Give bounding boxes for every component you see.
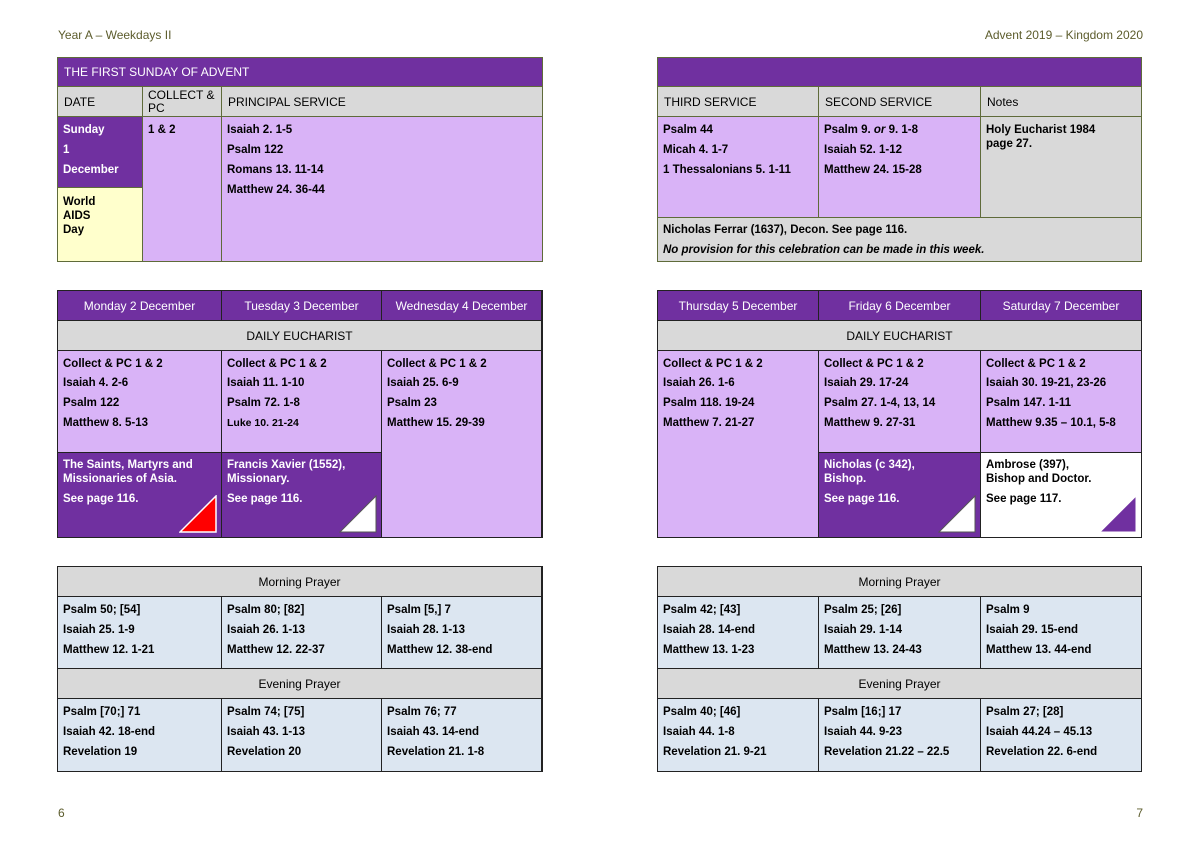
day-heading: Tuesday 3 December [244, 298, 359, 313]
readings-cell: Collect & PC 1 & 2 Isaiah 29. 17-24 Psal… [818, 350, 981, 453]
readings-cell: Collect & PC 1 & 2 Isaiah 4. 2-6 Psalm 1… [57, 350, 222, 453]
evening-prayer-label: Evening Prayer [858, 676, 941, 691]
saint-cell: The Saints, Martyrs and Missionaries of … [57, 452, 222, 538]
saint-cell: Ambrose (397), Bishop and Doctor. See pa… [980, 452, 1142, 538]
section-label: DAILY EUCHARIST [246, 328, 353, 343]
morning-cell: Psalm 50; [54] Isaiah 25. 1-9 Matthew 12… [57, 596, 222, 669]
sunday-footer-note: Nicholas Ferrar (1637), Decon. See page … [657, 217, 1142, 262]
red-corner-marker-icon [179, 495, 217, 533]
col-header-second: SECOND SERVICE [818, 86, 981, 117]
col-header-date: DATE [57, 86, 143, 117]
col-header-third: THIRD SERVICE [657, 86, 819, 117]
col-header-principal: PRINCIPAL SERVICE [221, 86, 543, 117]
sunday-title: THE FIRST SUNDAY OF ADVENT [64, 65, 250, 79]
evening-cell: Psalm 27; [28] Isaiah 44.24 – 45.13 Reve… [980, 698, 1142, 772]
sunday-third-cell: Psalm 44 Micah 4. 1-7 1 Thessalonians 5.… [657, 116, 819, 218]
running-header-left: Year A – Weekdays II [58, 28, 172, 42]
evening-cell: Psalm [16;] 17 Isaiah 44. 9-23 Revelatio… [818, 698, 981, 772]
section-label: DAILY EUCHARIST [846, 328, 953, 343]
col-header-notes: Notes [980, 86, 1142, 117]
office-table-left: Morning Prayer Psalm 50; [54] Isaiah 25.… [57, 566, 543, 772]
sunday-collect-cell: 1 & 2 [142, 116, 222, 262]
readings-cell: Collect & PC 1 & 2 Isaiah 26. 1-6 Psalm … [657, 350, 819, 538]
day-heading: Monday 2 December [83, 298, 196, 313]
white-corner-marker-icon [938, 495, 976, 533]
weekday-table-left: Monday 2 December Tuesday 3 December Wed… [57, 290, 543, 538]
saint-cell: Nicholas (c 342), Bishop. See page 116. [818, 452, 981, 538]
sunday-observance-cell: World AIDS Day [57, 187, 143, 262]
evening-cell: Psalm 76; 77 Isaiah 43. 14-end Revelatio… [381, 698, 542, 772]
evening-cell: Psalm [70;] 71 Isaiah 42. 18-end Revelat… [57, 698, 222, 772]
white-corner-marker-icon [339, 495, 377, 533]
sunday-date-cell: Sunday 1 December [57, 116, 143, 188]
purple-corner-marker-icon [1099, 495, 1137, 533]
col-header-collect: COLLECT & PC [142, 86, 222, 117]
morning-cell: Psalm [5,] 7 Isaiah 28. 1-13 Matthew 12.… [381, 596, 542, 669]
morning-cell: Psalm 42; [43] Isaiah 28. 14-end Matthew… [657, 596, 819, 669]
readings-cell: Collect & PC 1 & 2 Isaiah 25. 6-9 Psalm … [381, 350, 542, 538]
readings-cell: Collect & PC 1 & 2 Isaiah 30. 19-21, 23-… [980, 350, 1142, 453]
morning-prayer-label: Morning Prayer [858, 574, 941, 589]
day-heading: Thursday 5 December [678, 298, 798, 313]
morning-cell: Psalm 9 Isaiah 29. 15-end Matthew 13. 44… [980, 596, 1142, 669]
sunday-title-bar-right [657, 57, 1142, 87]
page-number-left: 6 [58, 806, 65, 820]
page-number-right: 7 [1136, 806, 1143, 820]
running-header-right: Advent 2019 – Kingdom 2020 [984, 28, 1143, 42]
saint-cell: Francis Xavier (1552), Missionary. See p… [221, 452, 382, 538]
readings-cell: Collect & PC 1 & 2 Isaiah 11. 1-10 Psalm… [221, 350, 382, 453]
evening-cell: Psalm 74; [75] Isaiah 43. 1-13 Revelatio… [221, 698, 382, 772]
sunday-second-cell: Psalm 9. or 9. 1-8 Isaiah 52. 1-12 Matth… [818, 116, 981, 218]
day-heading: Friday 6 December [848, 298, 951, 313]
office-table-right: Morning Prayer Psalm 42; [43] Isaiah 28.… [657, 566, 1142, 772]
morning-cell: Psalm 80; [82] Isaiah 26. 1-13 Matthew 1… [221, 596, 382, 669]
day-heading: Wednesday 4 December [395, 298, 528, 313]
evening-cell: Psalm 40; [46] Isaiah 44. 1-8 Revelation… [657, 698, 819, 772]
morning-prayer-label: Morning Prayer [258, 574, 341, 589]
day-heading: Saturday 7 December [1002, 298, 1120, 313]
weekday-table-right: Thursday 5 December Friday 6 December Sa… [657, 290, 1142, 538]
sunday-principal-cell: Isaiah 2. 1-5 Psalm 122 Romans 13. 11-14… [221, 116, 543, 262]
evening-prayer-label: Evening Prayer [258, 676, 341, 691]
morning-cell: Psalm 25; [26] Isaiah 29. 1-14 Matthew 1… [818, 596, 981, 669]
sunday-notes-cell: Holy Eucharist 1984 page 27. [980, 116, 1142, 218]
sunday-title-bar: THE FIRST SUNDAY OF ADVENT [57, 57, 543, 87]
